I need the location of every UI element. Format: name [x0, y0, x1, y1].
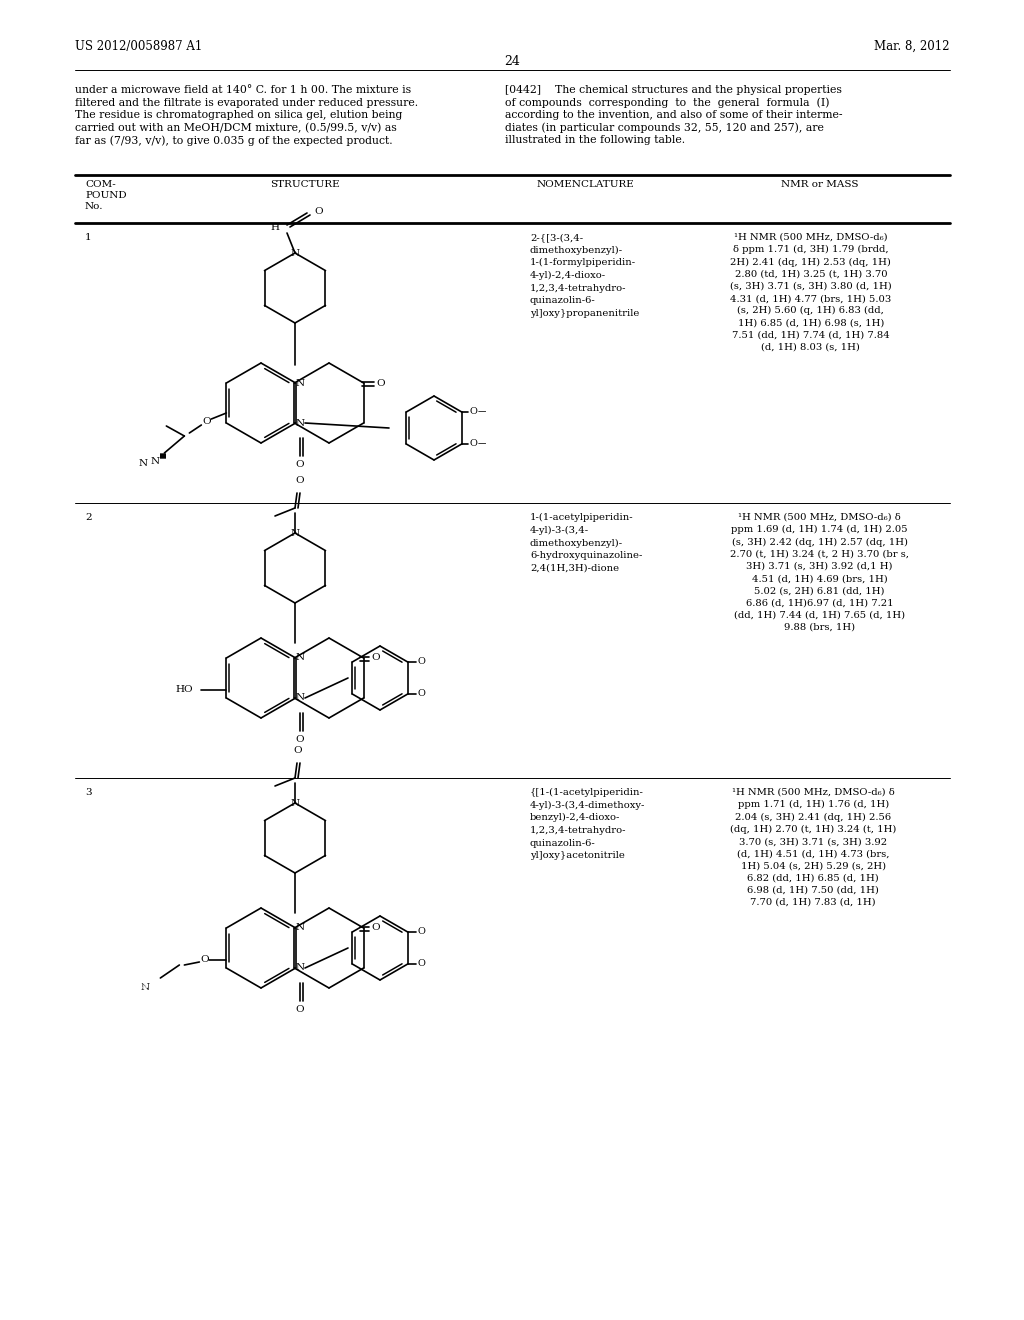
Text: N: N: [291, 528, 300, 537]
Text: —: —: [478, 408, 486, 417]
Text: 2-{[3-(3,4-
dimethoxybenzyl)-
1-(1-formylpiperidin-
4-yl)-2,4-dioxo-
1,2,3,4-tet: 2-{[3-(3,4- dimethoxybenzyl)- 1-(1-formy…: [530, 234, 639, 318]
Text: O: O: [470, 440, 477, 449]
Text: O: O: [418, 689, 426, 698]
Text: The residue is chromatographed on silica gel, elution being: The residue is chromatographed on silica…: [75, 110, 402, 120]
Text: O: O: [296, 477, 304, 484]
Text: carried out with an MeOH/DCM mixture, (0.5/99.5, v/v) as: carried out with an MeOH/DCM mixture, (0…: [75, 123, 396, 133]
Text: —: —: [478, 440, 486, 449]
Text: ¹H NMR (500 MHz, DMSO-d₆) δ
ppm 1.71 (d, 1H) 1.76 (d, 1H)
2.04 (s, 3H) 2.41 (dq,: ¹H NMR (500 MHz, DMSO-d₆) δ ppm 1.71 (d,…: [730, 788, 896, 907]
Text: O: O: [296, 735, 304, 743]
Text: H: H: [270, 223, 279, 231]
Text: COM-
POUND
No.: COM- POUND No.: [85, 180, 127, 211]
Text: of compounds  corresponding  to  the  general  formula  (I): of compounds corresponding to the genera…: [505, 98, 829, 108]
Text: O: O: [418, 928, 426, 936]
Text: N: N: [151, 457, 160, 466]
Text: N: N: [139, 981, 147, 990]
Text: NMR or MASS: NMR or MASS: [781, 180, 859, 189]
Text: far as (7/93, v/v), to give 0.035 g of the expected product.: far as (7/93, v/v), to give 0.035 g of t…: [75, 135, 392, 145]
Text: N: N: [296, 693, 304, 702]
Text: diates (in particular compounds 32, 55, 120 and 257), are: diates (in particular compounds 32, 55, …: [505, 123, 824, 133]
Text: O: O: [418, 960, 426, 969]
Text: according to the invention, and also of some of their interme-: according to the invention, and also of …: [505, 110, 843, 120]
Text: O: O: [377, 379, 385, 388]
Text: NOMENCLATURE: NOMENCLATURE: [537, 180, 634, 189]
Text: O: O: [418, 657, 426, 667]
Text: N: N: [291, 248, 300, 257]
Text: filtered and the filtrate is evaporated under reduced pressure.: filtered and the filtrate is evaporated …: [75, 98, 418, 107]
Text: ¹H NMR (500 MHz, DMSO-d₆)
δ ppm 1.71 (d, 3H) 1.79 (brdd,
2H) 2.41 (dq, 1H) 2.53 : ¹H NMR (500 MHz, DMSO-d₆) δ ppm 1.71 (d,…: [730, 234, 892, 352]
Text: O: O: [372, 924, 381, 932]
Text: N: N: [291, 799, 300, 808]
Text: O: O: [296, 459, 304, 469]
Text: US 2012/0058987 A1: US 2012/0058987 A1: [75, 40, 203, 53]
Text: O: O: [200, 956, 209, 965]
Text: STRUCTURE: STRUCTURE: [270, 180, 340, 189]
Text: 3: 3: [85, 788, 91, 797]
Text: {[1-(1-acetylpiperidin-
4-yl)-3-(3,4-dimethoxy-
benzyl)-2,4-dioxo-
1,2,3,4-tetra: {[1-(1-acetylpiperidin- 4-yl)-3-(3,4-dim…: [530, 788, 645, 861]
Text: N: N: [296, 924, 304, 932]
Text: HO: HO: [176, 685, 194, 694]
Text: O: O: [294, 746, 302, 755]
Text: N: N: [296, 379, 304, 388]
Text: 1-(1-acetylpiperidin-
4-yl)-3-(3,4-
dimethoxybenzyl)-
6-hydroxyquinazoline-
2,4(: 1-(1-acetylpiperidin- 4-yl)-3-(3,4- dime…: [530, 513, 642, 573]
Text: N: N: [138, 459, 147, 469]
Text: O: O: [202, 417, 211, 425]
Text: N: N: [296, 653, 304, 663]
Text: Mar. 8, 2012: Mar. 8, 2012: [874, 40, 950, 53]
Text: 1: 1: [85, 234, 91, 242]
Text: O: O: [314, 206, 323, 215]
Text: [0442]    The chemical structures and the physical properties: [0442] The chemical structures and the p…: [505, 84, 842, 95]
Text: O: O: [372, 653, 381, 663]
Text: ¹H NMR (500 MHz, DMSO-d₆) δ
ppm 1.69 (d, 1H) 1.74 (d, 1H) 2.05
(s, 3H) 2.42 (dq,: ¹H NMR (500 MHz, DMSO-d₆) δ ppm 1.69 (d,…: [730, 513, 909, 632]
Text: O: O: [296, 1005, 304, 1014]
Text: N: N: [296, 418, 304, 428]
Text: under a microwave field at 140° C. for 1 h 00. The mixture is: under a microwave field at 140° C. for 1…: [75, 84, 411, 95]
Text: 24: 24: [504, 55, 520, 69]
Text: O: O: [470, 408, 477, 417]
Text: N: N: [296, 964, 304, 973]
Text: illustrated in the following table.: illustrated in the following table.: [505, 135, 685, 145]
Text: N: N: [140, 983, 150, 993]
Text: 2: 2: [85, 513, 91, 521]
